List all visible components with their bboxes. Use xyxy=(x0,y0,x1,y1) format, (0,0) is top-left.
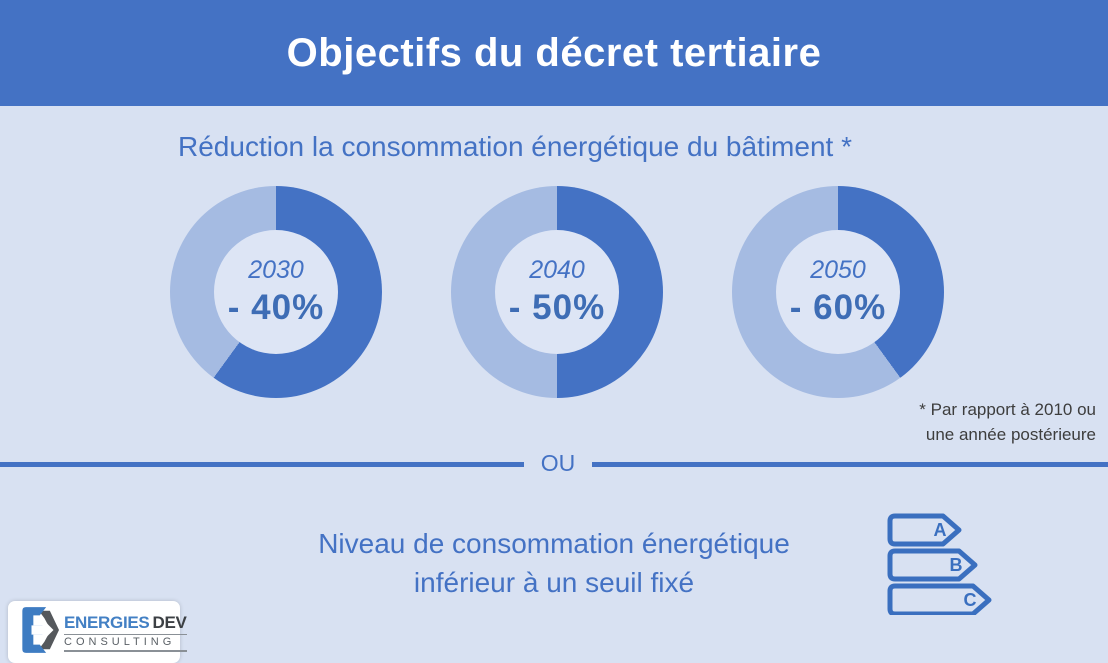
donut-value: - 50% xyxy=(508,288,606,327)
donut-value: - 60% xyxy=(789,288,887,327)
energy-rating-icon: A B C xyxy=(883,511,995,620)
threshold-line1: Niveau de consommation énergétique xyxy=(318,528,790,559)
donut-year: 2040 xyxy=(529,256,585,284)
energy-class-c-label: C xyxy=(964,590,977,610)
donut-hole: 2040 - 50% xyxy=(495,230,619,354)
energy-class-b-label: B xyxy=(950,555,963,575)
threshold-line2: inférieur à un seuil fixé xyxy=(413,567,695,598)
threshold-text: Niveau de consommation énergétique infér… xyxy=(0,524,1108,602)
donut-chart-2030: 2030 - 40% xyxy=(170,186,382,398)
donut-value: - 40% xyxy=(227,288,325,327)
logo-name-dev: DEV xyxy=(152,612,187,632)
donut-hole: 2050 - 60% xyxy=(776,230,900,354)
logo-subtitle: CONSULTING xyxy=(64,633,187,652)
donut-year: 2050 xyxy=(810,256,866,284)
energy-tag-a-shape xyxy=(887,513,962,547)
company-logo: ENERGIES DEV CONSULTING xyxy=(8,601,187,663)
divider-line-right xyxy=(592,462,1108,467)
donut-chart-2040: 2040 - 50% xyxy=(451,186,663,398)
footnote-line1: * Par rapport à 2010 ou xyxy=(919,400,1096,419)
energies-dev-logo-icon xyxy=(15,604,59,661)
energy-tag-b-shape xyxy=(887,548,978,582)
donut-chart-2050: 2050 - 60% xyxy=(732,186,944,398)
divider-label-ou: OU xyxy=(540,450,576,476)
logo-name: ENERGIES DEV xyxy=(64,613,187,633)
logo-text-block: ENERGIES DEV CONSULTING xyxy=(64,613,187,652)
footnote: * Par rapport à 2010 ou une année postér… xyxy=(919,397,1096,447)
energy-class-a-label: A xyxy=(934,520,947,540)
header-banner: Objectifs du décret tertiaire xyxy=(0,0,1108,106)
logo-name-energies: ENERGIES xyxy=(64,612,150,632)
donut-year: 2030 xyxy=(248,256,304,284)
energy-tag-c-shape xyxy=(887,583,992,617)
page-title: Objectifs du décret tertiaire xyxy=(286,31,822,75)
chart-subtitle: Réduction la consommation énergétique du… xyxy=(178,131,852,162)
donut-hole: 2030 - 40% xyxy=(214,230,338,354)
footnote-line2: une année postérieure xyxy=(925,425,1096,444)
divider-line-left xyxy=(0,462,524,467)
